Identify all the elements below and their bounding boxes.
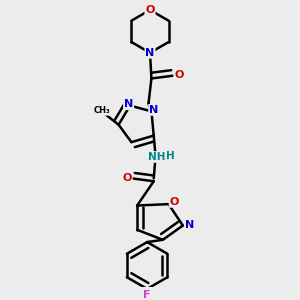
Text: O: O (122, 173, 132, 183)
Text: O: O (145, 5, 155, 15)
Text: N: N (124, 99, 133, 109)
Text: O: O (174, 70, 184, 80)
Text: N: N (149, 105, 158, 115)
Text: NH: NH (148, 152, 165, 162)
Text: N: N (146, 48, 154, 58)
Text: CH₃: CH₃ (93, 106, 110, 115)
Text: N: N (185, 220, 195, 230)
Text: F: F (143, 290, 151, 300)
Text: H: H (166, 151, 174, 160)
Text: O: O (169, 197, 179, 207)
